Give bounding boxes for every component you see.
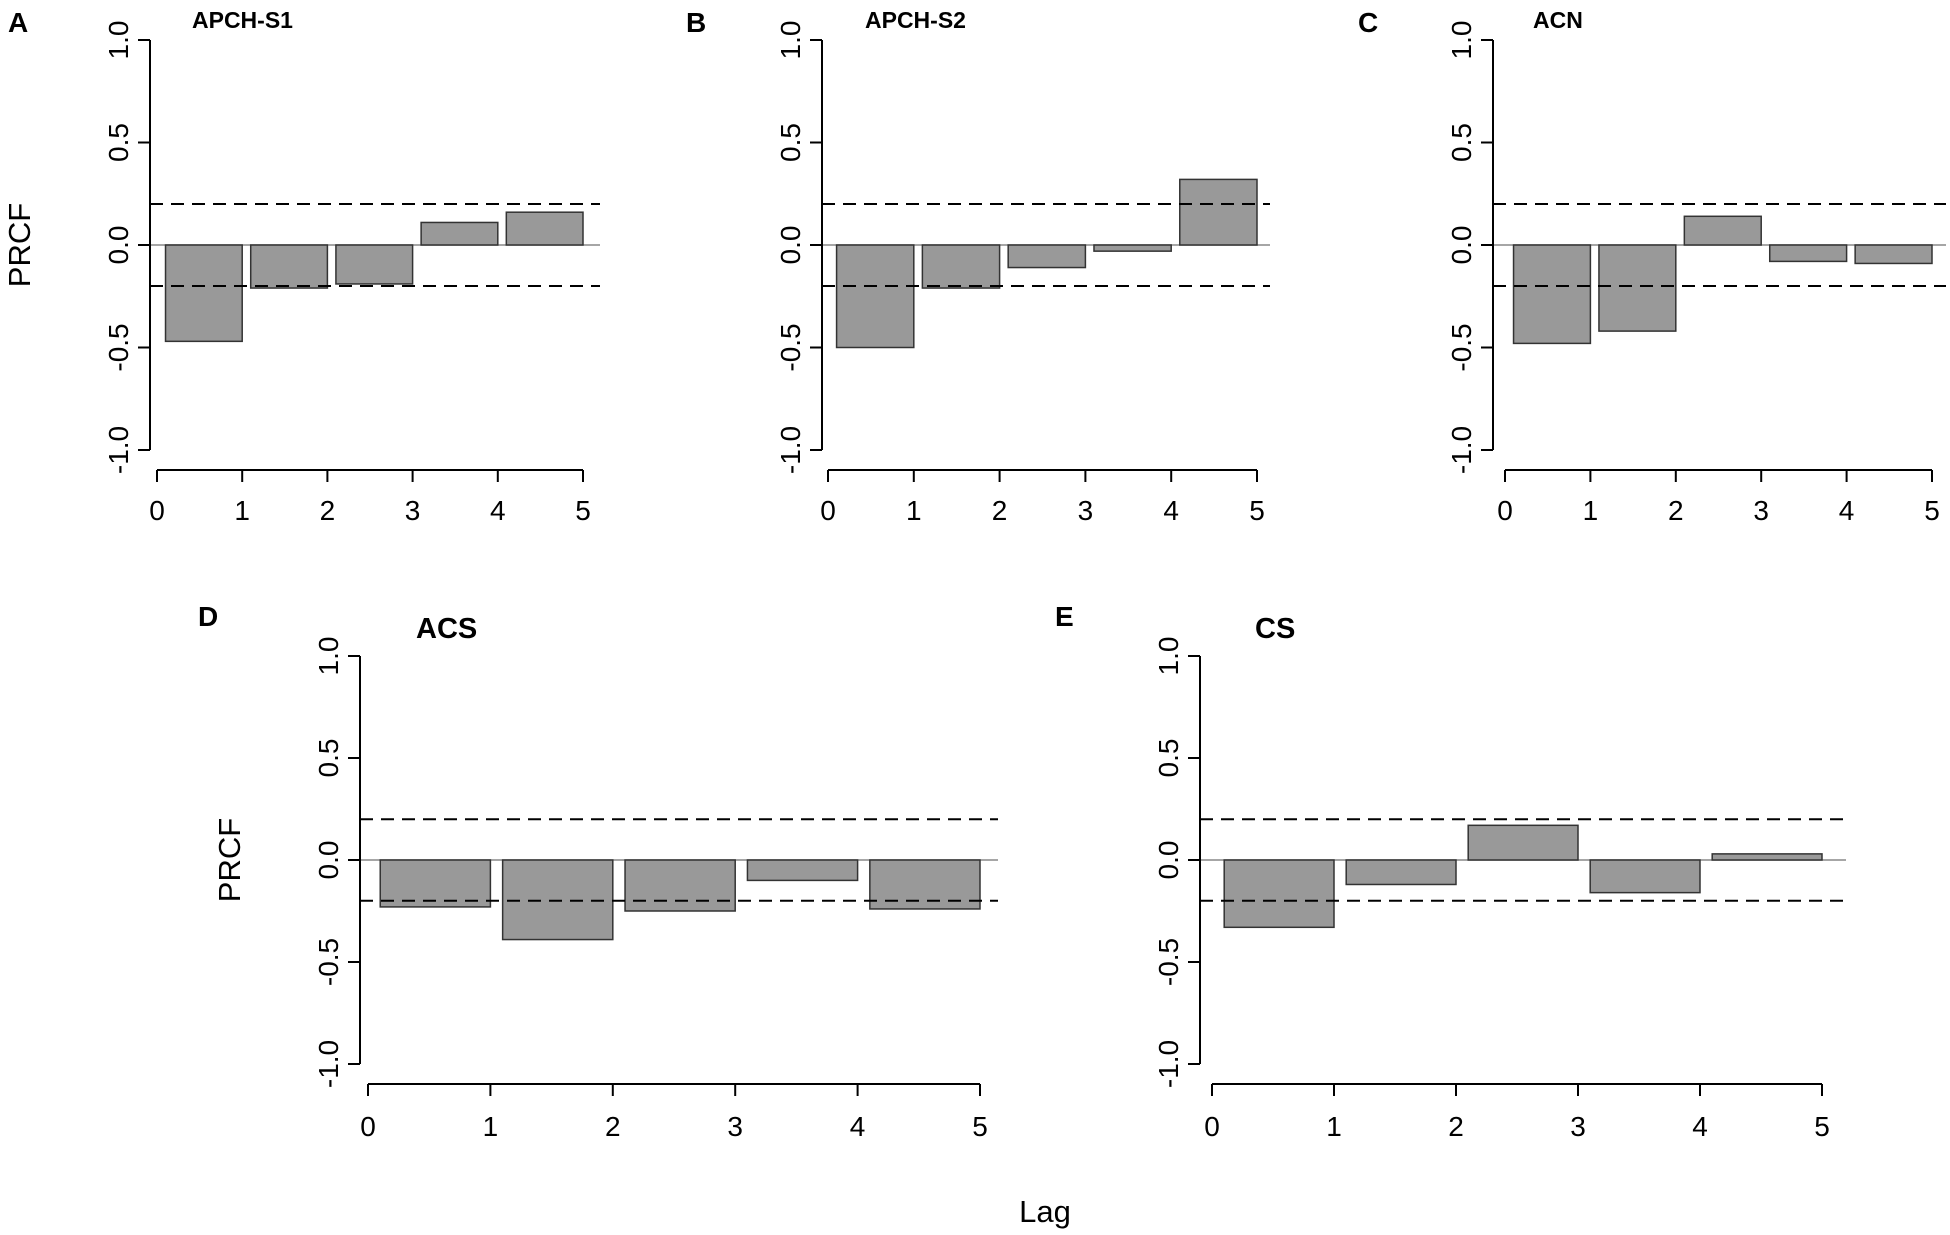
bar-a-lag-1 (164, 244, 243, 343)
x-tick-label-c-0: 0 (1497, 495, 1513, 526)
x-tick-label-a-0: 0 (149, 495, 165, 526)
y-tick-label-b-0: -1.0 (775, 426, 806, 474)
y-tick-label-d-3: 0.5 (313, 739, 344, 778)
x-tick-label-b-3: 3 (1078, 495, 1094, 526)
bar-e-lag-3 (1467, 824, 1579, 861)
panel-letter-a: A (8, 7, 28, 38)
y-tick-label-e-2: 0.0 (1153, 841, 1184, 880)
x-tick-label-e-2: 2 (1448, 1111, 1464, 1142)
y-tick-label-a-2: 0.0 (103, 226, 134, 265)
x-tick-label-d-4: 4 (850, 1111, 866, 1142)
bar-a-lag-5 (505, 211, 584, 246)
x-axis-label-lag: Lag (1019, 1194, 1071, 1229)
y-tick-label-e-0: -1.0 (1153, 1040, 1184, 1088)
x-tick-label-d-1: 1 (483, 1111, 499, 1142)
bar-b-lag-5 (1179, 178, 1258, 246)
bar-e-lag-2 (1345, 859, 1457, 886)
x-tick-label-a-2: 2 (320, 495, 336, 526)
bar-d-lag-4 (746, 859, 859, 882)
y-tick-label-e-3: 0.5 (1153, 739, 1184, 778)
panel-title-a: APCH-S1 (192, 7, 293, 33)
panel-letter-e: E (1055, 601, 1074, 632)
bar-a-lag-3 (335, 244, 414, 285)
x-tick-label-e-1: 1 (1326, 1111, 1342, 1142)
y-tick-label-a-1: -0.5 (103, 323, 134, 371)
bar-c-lag-4 (1768, 244, 1848, 263)
bar-e-lag-4 (1589, 859, 1701, 894)
panel-title-c: ACN (1533, 7, 1583, 33)
y-tick-label-b-2: 0.0 (775, 226, 806, 265)
y-tick-label-e-4: 1.0 (1153, 637, 1184, 676)
x-tick-label-c-4: 4 (1839, 495, 1855, 526)
y-tick-label-a-4: 1.0 (103, 21, 134, 60)
y-tick-label-a-3: 0.5 (103, 123, 134, 162)
x-tick-label-c-3: 3 (1753, 495, 1769, 526)
y-tick-label-c-0: -1.0 (1446, 426, 1477, 474)
bar-d-lag-1 (379, 859, 492, 908)
y-tick-label-c-1: -0.5 (1446, 323, 1477, 371)
x-tick-label-c-2: 2 (1668, 495, 1684, 526)
panel-letter-d: D (198, 601, 218, 632)
y-axis-label-d: PRCF (212, 818, 247, 902)
bar-a-lag-4 (420, 221, 499, 246)
panel-letter-c: C (1358, 7, 1378, 38)
y-tick-label-d-2: 0.0 (313, 841, 344, 880)
x-tick-label-a-3: 3 (405, 495, 421, 526)
x-tick-label-a-5: 5 (575, 495, 591, 526)
y-tick-label-b-4: 1.0 (775, 21, 806, 60)
y-tick-label-d-0: -1.0 (313, 1040, 344, 1088)
bar-b-lag-2 (921, 244, 1001, 289)
y-axis-label-a: PRCF (2, 203, 37, 287)
x-tick-label-b-0: 0 (820, 495, 836, 526)
y-tick-label-b-1: -0.5 (775, 323, 806, 371)
x-tick-label-a-4: 4 (490, 495, 506, 526)
bar-c-lag-5 (1854, 244, 1933, 265)
x-tick-label-d-5: 5 (972, 1111, 988, 1142)
x-tick-label-d-0: 0 (360, 1111, 376, 1142)
x-tick-label-b-1: 1 (906, 495, 922, 526)
x-tick-label-e-0: 0 (1204, 1111, 1220, 1142)
x-tick-label-c-5: 5 (1924, 495, 1940, 526)
bar-c-lag-3 (1683, 215, 1762, 246)
bar-c-lag-2 (1598, 244, 1677, 332)
y-tick-label-d-1: -0.5 (313, 938, 344, 986)
panel-title-d: ACS (416, 613, 477, 645)
bar-e-lag-5 (1711, 853, 1823, 861)
x-tick-label-e-4: 4 (1692, 1111, 1708, 1142)
x-tick-label-d-3: 3 (727, 1111, 743, 1142)
bar-b-lag-3 (1007, 244, 1087, 269)
x-tick-label-e-5: 5 (1814, 1111, 1830, 1142)
bar-c-lag-1 (1512, 244, 1592, 345)
y-tick-label-c-2: 0.0 (1446, 226, 1477, 265)
y-tick-label-a-0: -1.0 (103, 426, 134, 474)
bar-b-lag-4 (1093, 244, 1172, 252)
x-tick-label-e-3: 3 (1570, 1111, 1586, 1142)
y-tick-label-c-4: 1.0 (1446, 21, 1477, 60)
y-tick-label-e-1: -0.5 (1153, 938, 1184, 986)
x-tick-label-c-1: 1 (1583, 495, 1599, 526)
panel-letter-b: B (686, 7, 706, 38)
x-tick-label-b-5: 5 (1249, 495, 1265, 526)
bar-d-lag-3 (624, 859, 736, 912)
bar-b-lag-1 (835, 244, 915, 349)
y-tick-label-d-4: 1.0 (313, 637, 344, 676)
panel-title-e: CS (1255, 613, 1295, 645)
panel-title-b: APCH-S2 (865, 7, 966, 33)
bar-e-lag-1 (1223, 859, 1335, 929)
x-tick-label-a-1: 1 (234, 495, 250, 526)
x-tick-label-b-4: 4 (1163, 495, 1179, 526)
x-tick-label-b-2: 2 (992, 495, 1008, 526)
bar-a-lag-2 (249, 244, 329, 289)
y-tick-label-c-3: 0.5 (1446, 123, 1477, 162)
y-tick-label-b-3: 0.5 (775, 123, 806, 162)
x-tick-label-d-2: 2 (605, 1111, 621, 1142)
bar-d-lag-2 (501, 859, 614, 941)
